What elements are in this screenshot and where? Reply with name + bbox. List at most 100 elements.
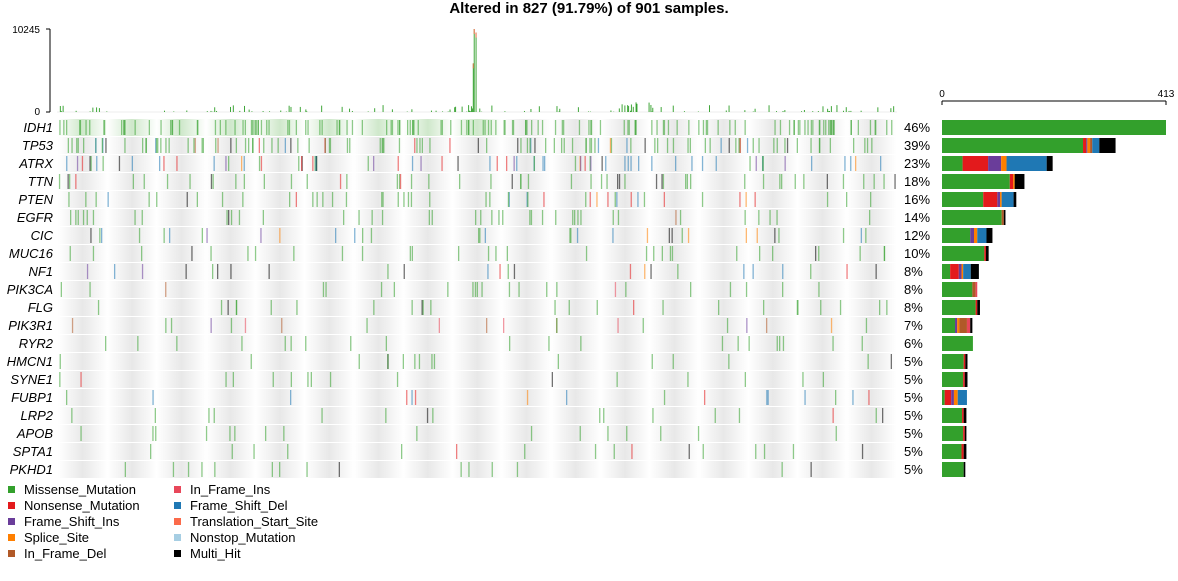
- pct-label-ttn: 18%: [904, 174, 930, 189]
- matrix-cell: [255, 137, 305, 154]
- matrix-cell: [797, 335, 847, 352]
- mutation-tick: [541, 210, 544, 225]
- mutation-tick: [744, 210, 746, 225]
- legend-label: In_Frame_Del: [24, 546, 107, 561]
- mutation-tick: [546, 282, 548, 297]
- matrix-cell: [304, 119, 355, 136]
- matrix-cell: [846, 389, 897, 406]
- matrix-cell: [255, 119, 305, 136]
- mutation-tick: [155, 426, 157, 441]
- freq-segment: [1090, 138, 1093, 153]
- freq-segment: [970, 318, 973, 333]
- mutation-tick: [143, 174, 145, 189]
- mutation-tick: [416, 138, 418, 153]
- tmb-bar: [556, 106, 558, 112]
- matrix-cell: [353, 119, 404, 136]
- mutation-tick: [75, 210, 77, 225]
- mutation-tick: [77, 138, 79, 153]
- mutation-tick: [148, 192, 150, 207]
- legend-swatch: [174, 486, 181, 493]
- mutation-tick: [248, 138, 250, 153]
- matrix-cell: [600, 281, 650, 298]
- freq-segment: [963, 264, 971, 279]
- matrix-cell: [600, 443, 650, 460]
- matrix-cell: [698, 461, 749, 478]
- mutation-tick: [720, 138, 722, 153]
- matrix-cell: [156, 299, 207, 316]
- mutation-tick: [210, 246, 212, 261]
- mutation-tick: [807, 120, 809, 135]
- mutation-tick: [676, 120, 678, 135]
- matrix-cell: [107, 209, 157, 226]
- mutation-tick: [382, 192, 384, 207]
- mutation-tick: [828, 120, 830, 135]
- tmb-bar: [468, 105, 470, 112]
- mutation-tick: [163, 228, 165, 243]
- mutation-tick: [689, 138, 691, 153]
- mutation-tick: [193, 138, 195, 153]
- mutation-tick: [230, 264, 232, 279]
- mutation-tick: [325, 282, 327, 297]
- mutation-tick: [717, 120, 719, 135]
- matrix-cell: [353, 173, 404, 190]
- mutation-tick: [225, 372, 227, 387]
- mutation-tick: [886, 300, 888, 315]
- gene-label-ttn: TTN: [28, 174, 54, 189]
- pct-label-egfr: 14%: [904, 210, 930, 225]
- mutation-tick: [166, 174, 169, 189]
- mutation-tick: [835, 390, 837, 405]
- tmb-bar: [523, 110, 525, 112]
- mutation-tick: [351, 120, 354, 135]
- matrix-cell: [748, 353, 798, 370]
- mutation-tick: [346, 174, 348, 189]
- mutation-tick: [568, 300, 570, 315]
- matrix-cell: [205, 209, 256, 226]
- mutation-tick: [846, 264, 848, 279]
- mutation-tick: [460, 120, 463, 135]
- matrix-cell: [600, 461, 650, 478]
- mutation-tick: [541, 120, 544, 135]
- mutation-tick: [570, 174, 573, 189]
- mutation-tick: [554, 120, 557, 135]
- matrix-cell: [156, 209, 207, 226]
- mutation-tick: [68, 192, 70, 207]
- mutation-tick: [850, 156, 852, 171]
- matrix-cell: [156, 425, 207, 442]
- freq-bar-nf1: [942, 264, 979, 279]
- mutation-tick: [208, 408, 210, 423]
- mutation-tick: [80, 372, 82, 387]
- matrix-cell: [205, 371, 256, 388]
- mutation-tick: [637, 192, 639, 207]
- freq-bar-syne1: [942, 372, 968, 387]
- mutation-tick: [873, 174, 875, 189]
- mutation-tick: [214, 120, 217, 135]
- matrix-cell: [353, 227, 404, 244]
- freq-segment: [974, 228, 978, 243]
- tmb-bar: [244, 105, 245, 112]
- legend-label: Frame_Shift_Ins: [24, 514, 120, 529]
- mutation-tick: [169, 228, 171, 243]
- matrix-cell: [501, 155, 552, 172]
- mutation-tick: [150, 444, 152, 459]
- mutation-tick: [176, 336, 178, 351]
- freq-segment: [942, 192, 984, 207]
- mutation-tick: [242, 192, 244, 207]
- matrix-cell: [698, 245, 749, 262]
- tmb-bar: [341, 106, 343, 112]
- mutation-tick: [657, 138, 659, 153]
- freq-segment: [970, 264, 979, 279]
- freq-segment: [975, 282, 978, 297]
- matrix-cell: [452, 263, 502, 280]
- tmb-bar: [577, 107, 579, 112]
- matrix-cell: [156, 335, 207, 352]
- mutation-tick: [336, 120, 338, 135]
- freq-segment: [942, 462, 964, 477]
- matrix-cell: [452, 299, 502, 316]
- matrix-cell: [156, 461, 207, 478]
- matrix-cell: [501, 209, 552, 226]
- mutation-tick: [148, 120, 150, 135]
- tmb-panel: 10245 0: [12, 25, 897, 118]
- mutation-tick: [701, 192, 704, 207]
- mutation-tick: [449, 138, 451, 153]
- mutation-tick: [697, 426, 700, 441]
